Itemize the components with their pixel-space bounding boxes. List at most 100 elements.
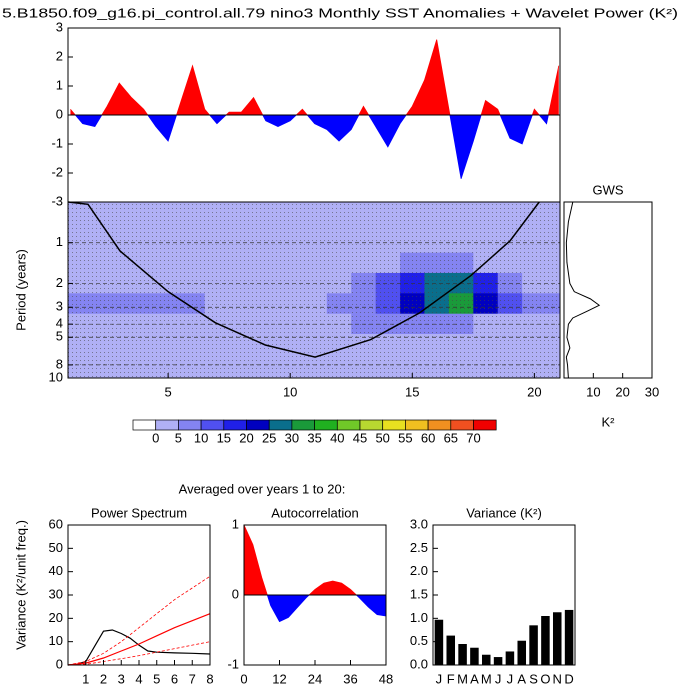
colorbar-box <box>132 419 157 431</box>
y-tick-label: 0.0 <box>410 656 428 671</box>
plot-frame <box>67 524 211 666</box>
y-tick-label: -3 <box>51 193 63 208</box>
series-line <box>67 629 211 666</box>
colorbar-box <box>178 419 202 431</box>
plot-frame <box>563 201 653 379</box>
chart-title: GWS <box>592 182 623 197</box>
series-line <box>67 575 211 666</box>
x-tick-label: 3 <box>118 671 125 686</box>
y-tick-label: 10 <box>49 369 63 384</box>
colorbar-label: 10 <box>194 430 208 445</box>
colorbar-label: 40 <box>330 430 344 445</box>
x-tick-label: 7 <box>189 671 196 686</box>
y-tick-label: 0 <box>232 586 239 601</box>
y-tick-label: 2.0 <box>410 563 428 578</box>
chart-title: 5.B1850.f09_g16.pi_control.all.79 nino3 … <box>2 5 678 20</box>
x-tick-label: 1 <box>82 671 89 686</box>
x-tick-label: M <box>481 671 492 686</box>
bar <box>564 609 574 665</box>
y-tick-label: 0.5 <box>410 633 428 648</box>
x-tick-label: 0 <box>240 671 247 686</box>
y-tick-label: 1.5 <box>410 586 428 601</box>
colorbar-box <box>473 419 497 431</box>
y-tick-label: 60 <box>49 516 63 531</box>
y-axis-label: Variance (K²/unit freq.) <box>13 520 28 650</box>
x-tick-label: F <box>447 671 455 686</box>
y-tick-label: -1 <box>227 656 239 671</box>
colorbar-box <box>246 419 270 431</box>
area-fill <box>70 39 559 179</box>
x-tick-label: 4 <box>135 671 142 686</box>
bar <box>434 619 444 665</box>
colorbar-box <box>268 419 293 431</box>
colorbar-box <box>223 419 247 431</box>
x-axis-label: K² <box>602 414 616 429</box>
y-tick-label: 40 <box>49 563 63 578</box>
colorbar-label: 25 <box>262 430 276 445</box>
y-tick-label: 1 <box>56 77 63 92</box>
colorbar-box <box>405 419 429 431</box>
bar <box>552 612 562 665</box>
x-tick-label: J <box>436 671 443 686</box>
y-tick-label: 20 <box>49 610 63 625</box>
chart-title: Variance (K²) <box>466 505 542 520</box>
y-tick-label: -1 <box>51 135 63 150</box>
colorbar-label: 55 <box>398 430 412 445</box>
colorbar-box <box>450 419 474 431</box>
y-tick-label: -2 <box>51 164 63 179</box>
y-tick-label: 3.0 <box>410 516 428 531</box>
suptitle: Averaged over years 1 to 20: <box>179 481 346 496</box>
y-tick-label: 1.0 <box>410 610 428 625</box>
x-tick-label: A <box>517 671 526 686</box>
y-tick-label: 5 <box>56 329 63 344</box>
series-line <box>67 613 211 666</box>
x-tick-label: 10 <box>586 384 600 399</box>
x-tick-label: J <box>495 671 502 686</box>
x-tick-label: 20 <box>527 384 541 399</box>
series-line <box>67 641 211 666</box>
y-tick-label: 2.5 <box>410 540 428 555</box>
x-tick-label: 36 <box>343 671 357 686</box>
plot-frame <box>432 524 576 666</box>
bar <box>493 657 503 665</box>
x-tick-label: D <box>564 671 573 686</box>
bar <box>458 644 467 665</box>
colorbar-box <box>314 419 338 431</box>
x-tick-label: 24 <box>308 671 322 686</box>
colorbar-label: 15 <box>217 430 231 445</box>
y-tick-label: 50 <box>49 540 63 555</box>
colorbar-label: 30 <box>285 430 299 445</box>
colorbar-label: 60 <box>421 430 435 445</box>
x-tick-label: 5 <box>153 671 160 686</box>
y-tick-label: 10 <box>49 633 63 648</box>
colorbar-label: 5 <box>175 430 182 445</box>
stipple <box>68 202 560 378</box>
colorbar-box <box>155 419 179 431</box>
area-line <box>70 39 560 179</box>
colorbar-box <box>359 419 384 431</box>
y-tick-label: 8 <box>56 356 63 371</box>
x-tick-label: 6 <box>171 671 178 686</box>
colorbar-box <box>291 419 315 431</box>
bar <box>505 651 515 665</box>
colorbar-label: 45 <box>353 430 367 445</box>
bar <box>481 654 491 665</box>
y-tick-label: 2 <box>56 275 63 290</box>
y-tick-label: 0 <box>56 656 63 671</box>
x-tick-label: O <box>540 671 550 686</box>
x-tick-label: N <box>553 671 562 686</box>
colorbar-box <box>382 419 406 431</box>
bar <box>517 640 527 665</box>
colorbar-label: 20 <box>239 430 253 445</box>
x-tick-label: 15 <box>405 384 419 399</box>
y-tick-label: 1 <box>56 234 63 249</box>
bar <box>446 635 456 665</box>
bar <box>470 647 479 665</box>
gws-line <box>565 201 601 379</box>
colorbar-box <box>200 419 225 431</box>
area-fill <box>244 525 386 622</box>
chart-title: Power Spectrum <box>91 505 187 520</box>
y-tick-label: 2 <box>56 48 63 63</box>
